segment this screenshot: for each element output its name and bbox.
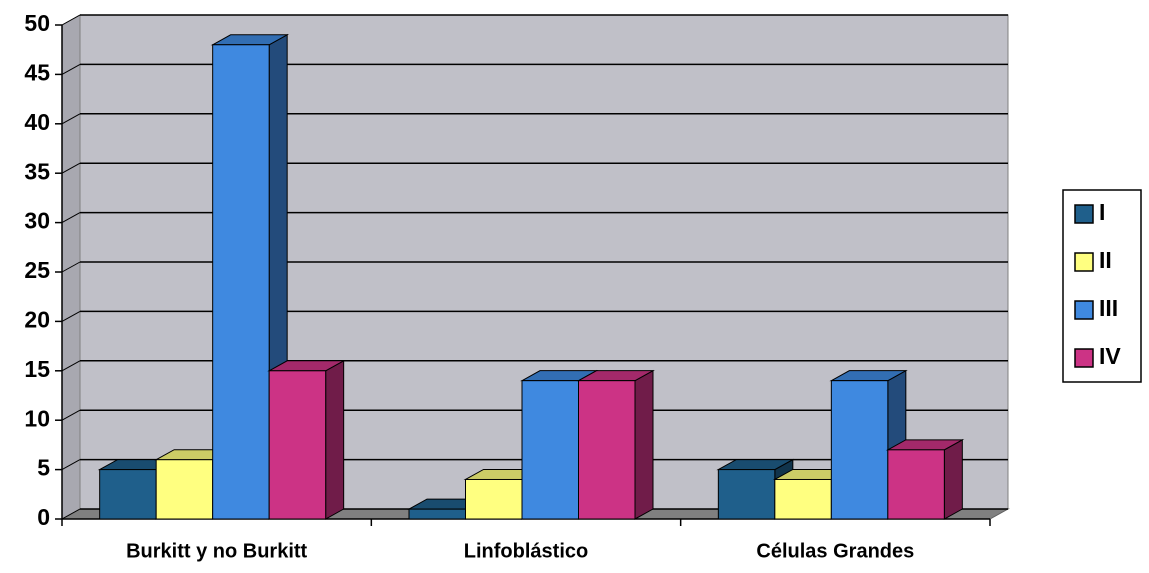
grid-line-side xyxy=(61,508,81,520)
grid-line-side xyxy=(61,261,81,273)
grid-line-side xyxy=(61,63,81,75)
legend-swatch xyxy=(1074,252,1094,272)
y-tick-label: 40 xyxy=(24,109,50,135)
legend-swatch xyxy=(1074,204,1094,224)
grid-line-side xyxy=(61,459,81,471)
bar xyxy=(774,478,832,520)
y-tick-label: 45 xyxy=(24,59,50,85)
grid-line-side xyxy=(61,162,81,174)
bar xyxy=(521,380,579,520)
bar-side xyxy=(943,438,963,520)
legend-swatch xyxy=(1074,348,1094,368)
y-tick-label: 5 xyxy=(37,455,50,481)
bar xyxy=(717,469,776,520)
y-tick-label: 15 xyxy=(24,356,50,382)
legend-swatch xyxy=(1074,300,1094,320)
bar xyxy=(268,370,327,520)
y-tick-label: 50 xyxy=(24,10,50,36)
legend-label: III xyxy=(1099,295,1118,321)
bar xyxy=(887,449,945,520)
y-tick-label: 35 xyxy=(24,158,50,184)
x-tick-label: Linfoblástico xyxy=(464,540,588,562)
legend-label: I xyxy=(1099,199,1105,225)
bar xyxy=(408,508,466,520)
bar xyxy=(830,380,889,520)
y-tick-label: 30 xyxy=(24,208,50,234)
grid-line-side xyxy=(61,212,81,224)
grid-line-side xyxy=(61,113,81,125)
grid-line-side xyxy=(61,310,81,322)
y-tick-label: 20 xyxy=(24,306,50,332)
legend-label: IV xyxy=(1099,343,1121,369)
y-tick-label: 25 xyxy=(24,257,50,283)
x-tick-label: Burkitt y no Burkitt xyxy=(126,540,307,562)
legend-label: II xyxy=(1099,247,1112,273)
grid-line-side xyxy=(61,360,81,372)
grid-line-side xyxy=(61,14,81,26)
bar xyxy=(212,44,270,520)
bar xyxy=(578,380,636,520)
x-tick-label: Células Grandes xyxy=(756,540,914,562)
y-tick-label: 10 xyxy=(24,405,50,431)
bar-side xyxy=(634,369,654,520)
bar-side xyxy=(325,359,345,520)
bar xyxy=(465,478,523,520)
bar xyxy=(155,459,214,520)
bar xyxy=(99,469,157,520)
y-tick-label: 0 xyxy=(37,504,50,530)
grid-line-side xyxy=(61,409,81,421)
